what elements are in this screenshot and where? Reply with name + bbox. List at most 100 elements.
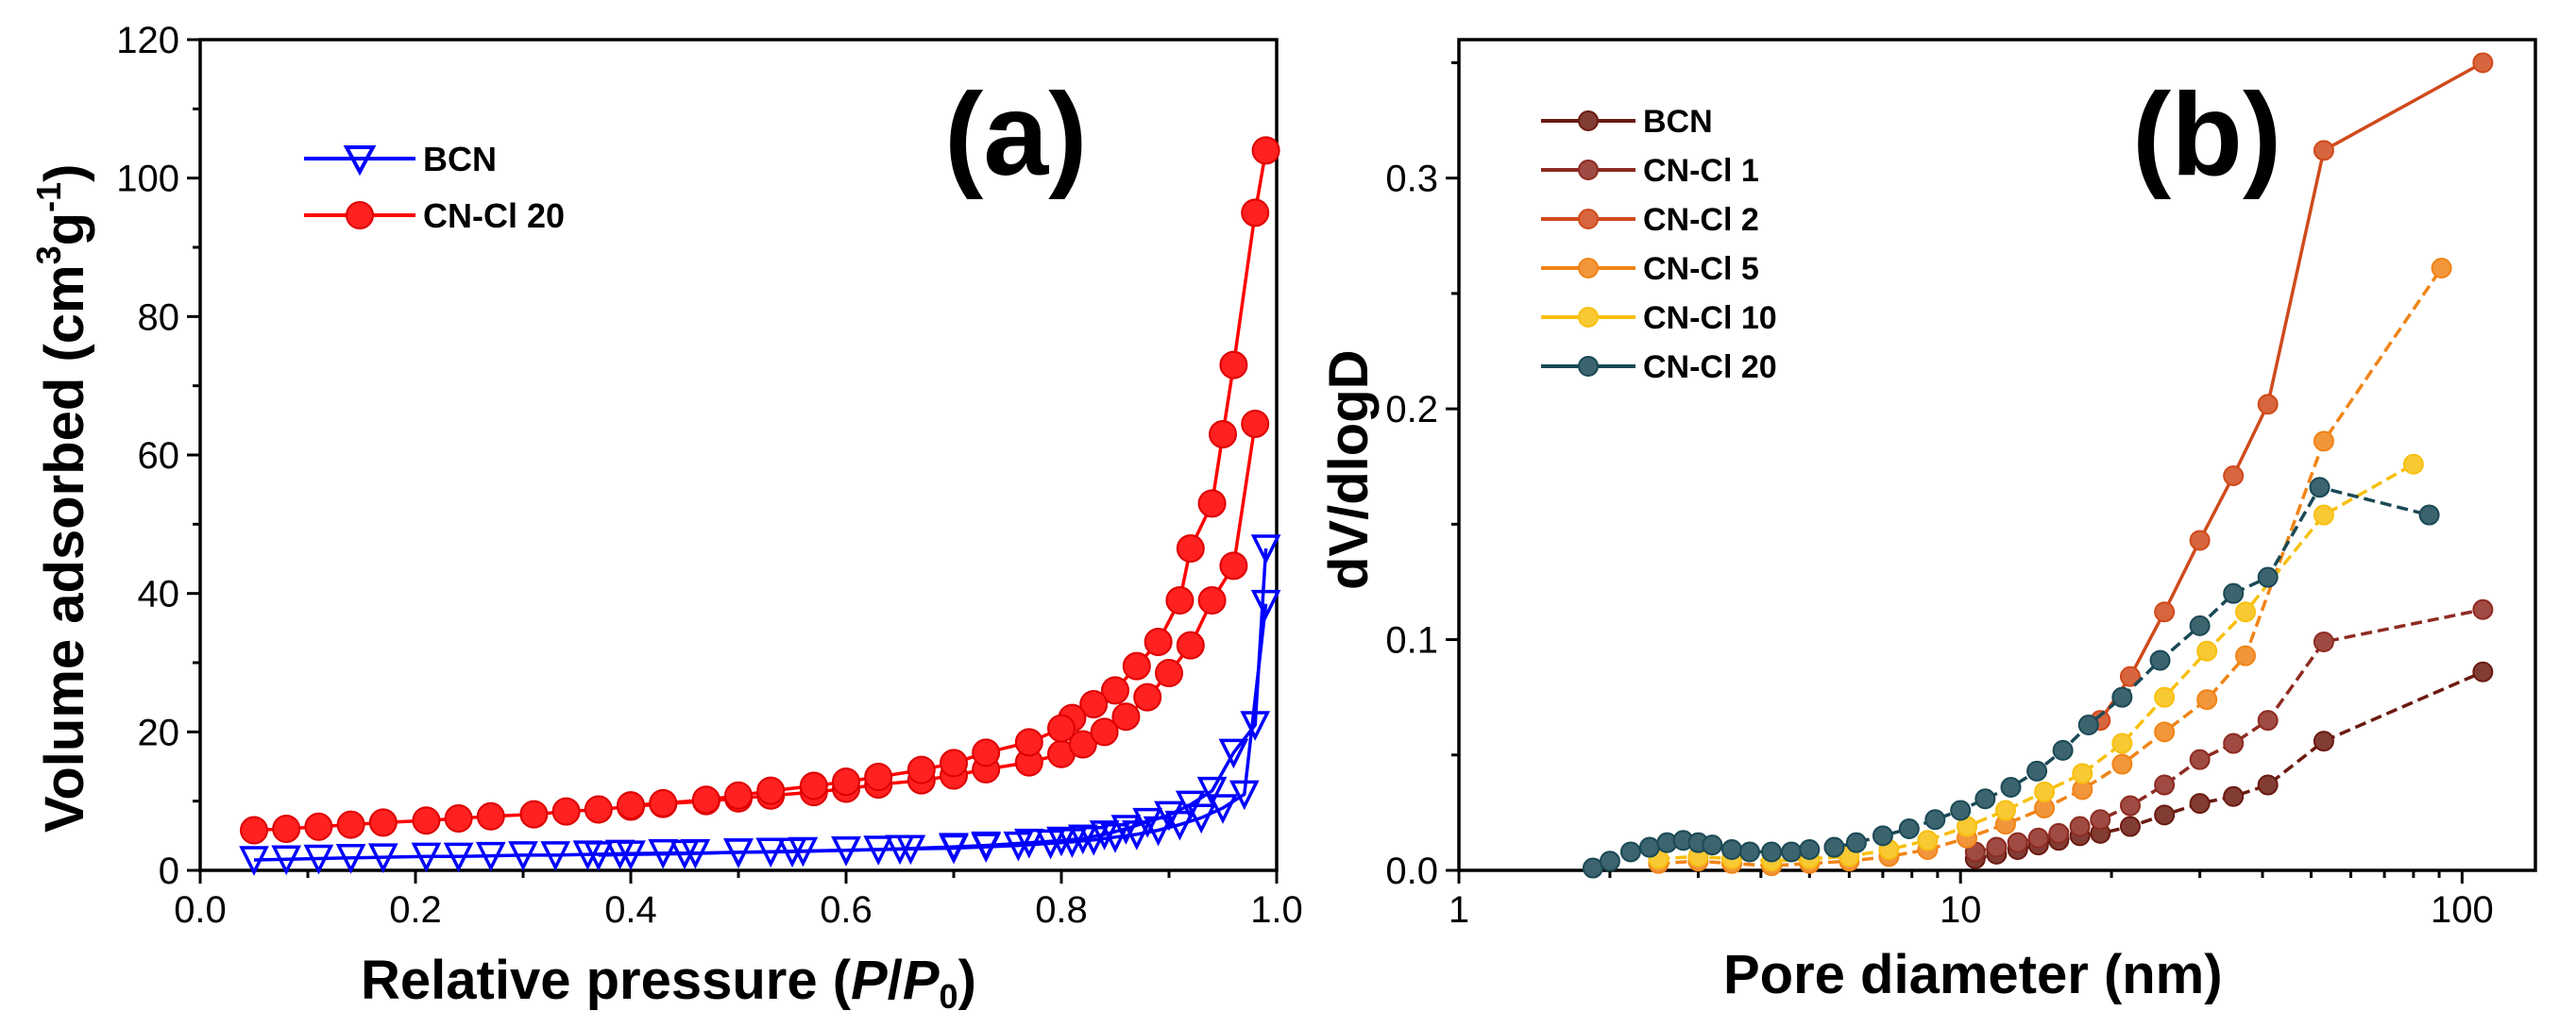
- b-point: [2072, 763, 2093, 784]
- b-point: [2077, 715, 2099, 735]
- ylabel-a-mid: g: [34, 212, 95, 245]
- a-point-circle: [368, 808, 398, 837]
- b-point: [1974, 788, 1996, 810]
- a-point-circle: [1219, 350, 1248, 379]
- a-xtick-label: 0.0: [174, 889, 227, 931]
- b-legend-marker: [1578, 307, 1599, 328]
- b-point: [1872, 825, 1893, 847]
- a-point-triangle: [508, 841, 538, 871]
- a-point-circle: [799, 771, 828, 800]
- a-point-triangle: [885, 834, 915, 866]
- a-point-circle: [1101, 676, 1129, 705]
- a-point-circle: [1014, 728, 1043, 757]
- b-point: [2154, 601, 2176, 623]
- b-point: [1994, 800, 2016, 821]
- b-point: [2313, 731, 2334, 752]
- panel-a: 0.0 0.2 0.4 0.6 0.8 1.0 0 20 40 60 80 100 120 (a) B…: [29, 20, 1303, 1016]
- panel-b-label: (b): [2132, 70, 2281, 200]
- b-point: [2048, 822, 2070, 844]
- a-ytick-label: 0: [159, 851, 179, 892]
- a-point-circle: [1079, 690, 1109, 718]
- a-point-triangle: [1110, 815, 1142, 845]
- a-point-circle: [972, 738, 1001, 767]
- a-point-circle: [724, 781, 753, 810]
- a-point-circle: [336, 810, 365, 839]
- b-point: [2069, 816, 2091, 837]
- b-point: [2111, 733, 2133, 754]
- a-point-triangle: [669, 839, 700, 870]
- b-point: [2313, 430, 2334, 452]
- b-point: [2196, 640, 2218, 662]
- a-point-circle: [1047, 714, 1076, 743]
- b-point: [1702, 834, 1723, 856]
- a-point-circle: [551, 797, 581, 826]
- b-point: [2189, 615, 2211, 636]
- a-point-triangle: [1154, 800, 1184, 832]
- a-point-circle: [1144, 628, 1173, 656]
- a-point-triangle: [411, 842, 442, 873]
- b-point: [2189, 749, 2211, 770]
- b-legend-marker: [1578, 209, 1599, 229]
- b-legend-label: CN-Cl 1: [1643, 153, 1759, 189]
- b-point: [2223, 785, 2245, 807]
- b-xtick-label: 1: [1449, 889, 1469, 931]
- a-point-circle: [907, 755, 936, 784]
- a-point-circle: [1133, 683, 1162, 712]
- a-xtick-label: 0.2: [389, 889, 442, 931]
- a-ytick-label: 20: [138, 712, 180, 753]
- b-point: [1781, 841, 1803, 863]
- b-point: [1638, 836, 1660, 858]
- a-ytick-label: 120: [116, 20, 179, 61]
- b-point: [2418, 504, 2440, 526]
- a-ytick-label: 80: [138, 296, 180, 338]
- panel-a-frame: [198, 38, 1279, 872]
- a-point-triangle: [239, 846, 269, 876]
- a-point-circle: [691, 785, 720, 815]
- legend-a-cncl20-label: CN-Cl 20: [423, 196, 565, 235]
- xlabel-a-p: P: [851, 950, 888, 1011]
- b-point: [1599, 851, 1620, 872]
- b-point: [1898, 818, 1920, 839]
- b-ytick-label: 0.3: [1385, 159, 1438, 200]
- b-point: [2257, 566, 2279, 588]
- a-point-triangle: [1089, 820, 1120, 851]
- a-point-circle: [1197, 489, 1227, 518]
- a-point-circle: [1176, 631, 1205, 660]
- b-point: [2149, 649, 2171, 671]
- a-point-triangle: [303, 844, 334, 875]
- b-point: [1721, 839, 1743, 860]
- a-point-triangle: [1229, 780, 1260, 811]
- a-series-line: [630, 150, 1268, 807]
- b-point: [1761, 841, 1783, 863]
- a-ytick-label: 60: [138, 435, 180, 477]
- b-point: [1950, 800, 1972, 821]
- a-point-circle: [832, 767, 860, 797]
- panel-a-data: [239, 136, 1281, 876]
- b-point: [1799, 839, 1821, 860]
- b-point: [2154, 686, 2176, 708]
- b-point: [2189, 793, 2211, 815]
- b-point: [2026, 760, 2048, 782]
- b-point: [2313, 140, 2334, 161]
- b-legend-marker: [1578, 258, 1599, 278]
- ylabel-a-end: ): [34, 164, 95, 182]
- a-point-triangle: [443, 842, 474, 873]
- b-point: [2235, 601, 2257, 623]
- a-point-circle: [519, 800, 549, 829]
- a-point-triangle: [1240, 711, 1271, 741]
- b-point: [2223, 465, 2245, 486]
- a-point-triangle: [723, 838, 754, 868]
- b-point: [1917, 830, 1939, 851]
- xlabel-a-post: ): [958, 950, 976, 1011]
- b-series-line: [1658, 463, 2415, 863]
- panel-a-xlabel: Relative pressure (P/P0): [361, 950, 976, 1016]
- a-point-circle: [240, 816, 268, 845]
- b-point: [1619, 841, 1641, 863]
- a-xtick-label: 1.0: [1250, 889, 1303, 931]
- a-point-circle: [1090, 717, 1119, 747]
- b-point: [2472, 598, 2494, 620]
- b-legend-marker: [1578, 110, 1599, 131]
- a-point-triangle: [1250, 589, 1281, 620]
- b-point: [2154, 774, 2176, 796]
